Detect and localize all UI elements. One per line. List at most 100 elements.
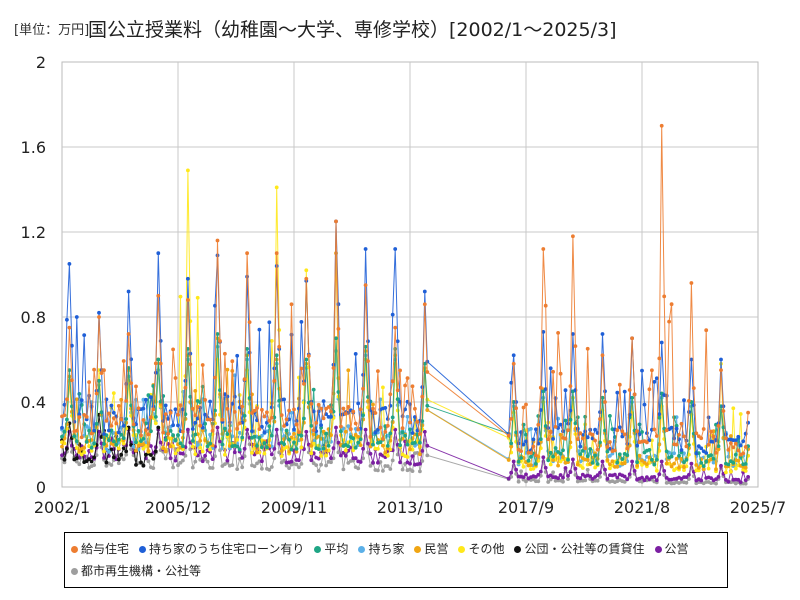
data-point <box>418 432 422 436</box>
data-point <box>146 449 151 453</box>
data-point <box>279 449 284 453</box>
data-point <box>225 367 230 372</box>
data-point <box>227 429 232 433</box>
data-point <box>531 437 536 442</box>
data-point <box>511 459 516 464</box>
data-point <box>94 391 99 396</box>
data-point <box>287 437 291 442</box>
data-point <box>181 458 185 463</box>
data-point <box>339 453 343 458</box>
data-point <box>82 445 87 450</box>
data-point <box>682 468 686 472</box>
data-point <box>124 452 129 457</box>
data-point <box>679 448 684 452</box>
data-point <box>741 451 746 456</box>
data-point <box>329 456 333 461</box>
data-point <box>321 399 326 403</box>
data-point <box>716 444 721 448</box>
data-point <box>203 398 208 402</box>
data-point <box>625 477 630 481</box>
data-point <box>689 461 694 466</box>
data-point <box>590 461 595 465</box>
data-point <box>294 422 299 427</box>
data-point <box>640 368 644 373</box>
data-point <box>82 450 87 455</box>
data-point <box>726 448 731 452</box>
data-point <box>302 416 306 421</box>
data-point <box>274 427 279 432</box>
data-point <box>190 444 195 449</box>
data-point <box>97 310 101 315</box>
data-point <box>506 458 511 462</box>
data-point <box>74 397 79 402</box>
data-point <box>163 456 168 461</box>
data-point <box>104 464 109 468</box>
data-point <box>524 439 528 444</box>
data-point <box>146 459 151 464</box>
data-point <box>561 475 565 480</box>
data-point <box>193 432 198 437</box>
data-point <box>297 458 301 463</box>
data-point <box>92 463 96 467</box>
data-point <box>366 339 370 344</box>
data-point <box>536 414 541 418</box>
data-point <box>388 431 393 436</box>
series-8 <box>60 429 750 486</box>
data-point <box>400 467 405 472</box>
y-tick-label: 0.8 <box>21 308 46 327</box>
data-point <box>62 429 67 434</box>
data-point <box>415 420 420 424</box>
data-point <box>615 390 620 395</box>
data-point <box>74 446 79 450</box>
data-point <box>551 470 555 475</box>
data-point <box>111 410 116 415</box>
data-point <box>151 466 156 470</box>
data-point <box>645 440 649 445</box>
data-point <box>121 457 126 462</box>
data-point <box>608 466 612 471</box>
data-point <box>232 450 237 455</box>
data-point <box>102 432 106 436</box>
data-point <box>662 469 667 473</box>
data-point <box>141 442 146 447</box>
legend-label: その他 <box>468 542 505 556</box>
data-point <box>60 425 64 430</box>
data-point <box>265 410 269 415</box>
data-point <box>664 393 669 398</box>
data-point <box>67 325 72 330</box>
data-point <box>223 452 227 457</box>
data-point <box>356 466 361 471</box>
legend-label: 都市再生機構・公社等 <box>81 564 202 578</box>
data-point <box>74 439 79 444</box>
data-point <box>257 327 262 332</box>
data-point <box>669 302 674 307</box>
data-point <box>168 428 173 433</box>
data-point <box>242 446 247 451</box>
data-point <box>213 375 217 380</box>
data-point <box>627 472 632 477</box>
data-point <box>635 463 639 468</box>
x-tick-label: 2009/11 <box>261 498 327 517</box>
data-point <box>262 430 267 435</box>
data-point <box>316 456 321 461</box>
data-point <box>311 428 316 433</box>
data-point <box>274 185 279 190</box>
data-point <box>425 443 430 448</box>
data-point <box>378 425 383 430</box>
data-point <box>652 475 657 479</box>
data-point <box>696 466 701 470</box>
data-point <box>657 442 662 447</box>
data-point <box>645 462 649 467</box>
data-point <box>252 434 257 439</box>
data-point <box>282 424 286 428</box>
legend-marker-icon <box>139 545 147 553</box>
data-point <box>225 394 230 399</box>
data-point <box>585 435 590 440</box>
data-point <box>729 469 733 474</box>
data-point <box>551 454 555 459</box>
data-point <box>716 447 721 452</box>
data-point <box>121 441 126 446</box>
data-point <box>543 387 548 391</box>
data-point <box>516 460 521 464</box>
